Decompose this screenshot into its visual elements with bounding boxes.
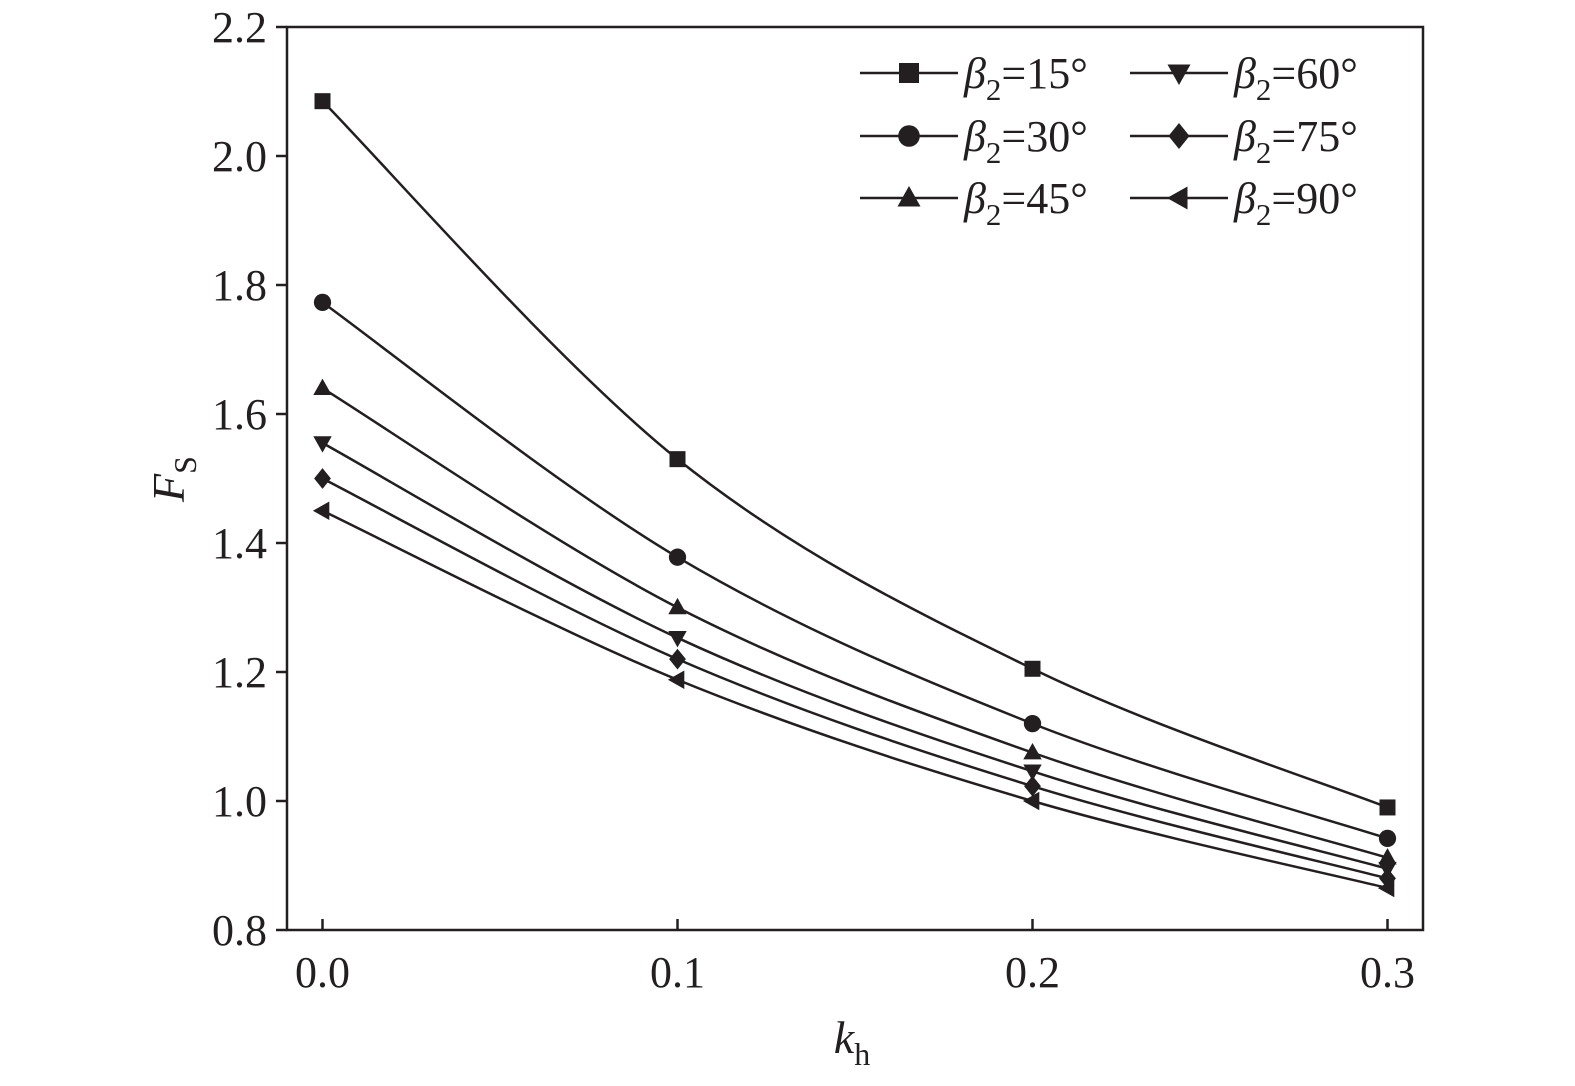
y-axis: 0.8 1.0 1.2 1.4 1.6 1.8 2.0 2.2 [212,3,287,955]
data-point [1379,799,1396,816]
x-axis-label: kh [834,1012,870,1072]
y-tick-label: 1.8 [212,261,267,310]
series-line [321,301,1388,840]
legend-label-rest: =15° [1001,49,1087,98]
legend-label-sub: 2 [1256,197,1272,232]
plot-frame [285,25,1425,932]
legend-marker [1167,64,1191,85]
legend-label-main: β [963,49,986,98]
legend-marker [898,125,920,147]
data-point [668,597,687,615]
data-point [668,631,687,648]
series-2 [313,293,1397,848]
legend-label: β2=30° [963,112,1088,170]
data-point [669,451,686,468]
legend-label-rest: =90° [1271,174,1357,223]
data-point [1023,764,1042,781]
data-point [1378,848,1397,865]
y-tick-label: 1.0 [212,777,267,826]
legend-label-rest: =45° [1001,174,1087,223]
series-line [321,509,1388,890]
series-line [321,387,1388,859]
legend-marker [897,186,921,207]
data-point [1024,660,1041,677]
legend-label: β2=90° [1233,174,1358,232]
data-point [667,670,685,689]
legend-label-rest: =60° [1271,49,1357,98]
series-line [321,441,1388,870]
legend-label-sub: 2 [1256,72,1272,107]
legend-item: β2=90° [1130,174,1358,232]
y-axis-label-sub: S [167,456,203,474]
legend-label: β2=15° [963,49,1088,107]
series-6 [312,501,1395,898]
y-axis-label: FS [143,456,203,503]
data-point [1378,829,1397,848]
legend-label-main: β [1233,174,1256,223]
legend-item: β2=45° [860,174,1088,232]
legend-label-rest: =30° [1001,112,1087,161]
legend-marker [1168,123,1190,149]
data-point [1023,743,1042,760]
series-layer [312,93,1397,898]
legend-label-sub: 2 [986,197,1002,232]
legend-item: β2=75° [1130,112,1358,170]
data-point [314,468,331,489]
x-axis-label-main: k [834,1012,856,1063]
x-tick-label: 0.0 [295,948,350,997]
legend-label-rest: =75° [1271,112,1357,161]
data-point [668,548,687,566]
x-tick-label: 0.2 [1005,948,1060,997]
y-tick-label: 0.8 [212,906,267,955]
series-line [321,100,1388,809]
data-point [1023,714,1042,733]
data-point [313,293,332,312]
data-point [312,501,330,520]
x-tick-label: 0.1 [650,948,705,997]
legend-label-sub: 2 [986,135,1002,170]
series-1 [314,93,1396,816]
legend-item: β2=30° [860,112,1088,170]
y-tick-label: 1.4 [212,519,267,568]
legend-marker [899,63,919,83]
legend-item: β2=15° [860,49,1088,107]
data-point [669,648,686,670]
legend-label-sub: 2 [986,72,1002,107]
y-tick-label: 1.2 [212,648,267,697]
series-4 [313,436,1397,879]
series-3 [313,378,1397,865]
y-axis-label-main: F [143,473,194,503]
legend-label-main: β [1233,112,1256,161]
legend-marker [1167,186,1188,210]
legend-item: β2=60° [1130,49,1358,107]
y-tick-label: 1.6 [212,390,267,439]
legend-label-main: β [1233,49,1256,98]
y-tick-label: 2.0 [212,132,267,181]
data-point [314,93,331,110]
x-axis-label-sub: h [854,1036,870,1072]
data-point [1024,775,1041,797]
x-axis: 0.0 0.1 0.2 0.3 [295,919,1415,997]
x-tick-label: 0.3 [1360,948,1415,997]
data-point [1377,878,1395,898]
series-line [321,477,1388,880]
data-point [1022,791,1040,811]
legend-label: β2=75° [1233,112,1358,170]
y-tick-label: 2.2 [212,3,267,52]
legend-label-main: β [963,112,986,161]
legend: β2=15°β2=30°β2=45°β2=60°β2=75°β2=90° [860,49,1358,232]
legend-label: β2=45° [963,174,1088,232]
legend-label-main: β [963,174,986,223]
data-point [313,436,332,453]
legend-label-sub: 2 [1256,135,1272,170]
legend-label: β2=60° [1233,49,1358,107]
data-point [313,378,332,395]
